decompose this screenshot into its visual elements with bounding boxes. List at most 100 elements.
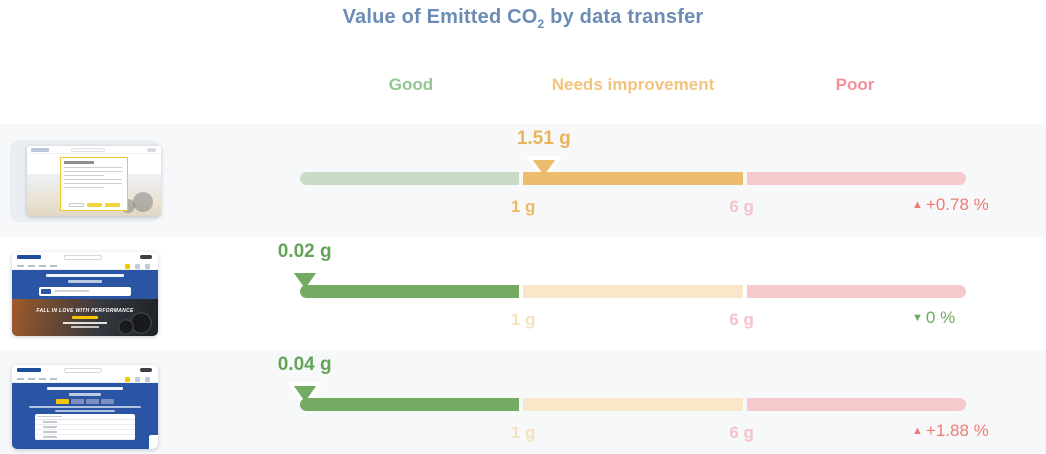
nav-item — [17, 378, 24, 380]
michelin-logo — [17, 255, 41, 259]
search-tab — [41, 288, 51, 294]
list-item-text — [43, 426, 57, 428]
mini-panel-search — [35, 414, 135, 420]
subhead-line — [69, 393, 101, 396]
mini-search-bar — [64, 367, 102, 373]
page-title: Value of Emitted CO2 by data transfer — [0, 6, 1046, 31]
zone-header-needs-improvement: Needs improvement — [551, 75, 715, 94]
mini-hero-banner: FALL IN LOVE WITH PERFORMANCE — [12, 299, 158, 336]
threshold-label-1g: 1 g — [510, 310, 536, 329]
mini-site-logo — [31, 148, 49, 152]
gauge-bar — [300, 398, 966, 411]
dialog-accept-button — [86, 203, 102, 207]
rewards-icon — [125, 263, 130, 269]
co2-gauge: 1.51 g 1 g 6 g ▲ +0.78 % — [300, 124, 989, 237]
account-icon — [145, 263, 150, 269]
threshold-label-1g: 1 g — [510, 197, 536, 216]
tire-graphic — [133, 192, 153, 212]
mini-tab-row — [56, 398, 114, 404]
gauge-bar — [300, 285, 966, 298]
gauge-marker-icon — [286, 268, 324, 296]
title-subscript: 2 — [537, 17, 545, 31]
michelin-logo — [17, 368, 41, 372]
mini-browser-topbar — [12, 252, 158, 262]
list-item-text — [43, 421, 57, 423]
page-thumbnail-cookie-dialog[interactable] — [10, 140, 161, 222]
tire-graphic — [118, 319, 134, 335]
gauge-segment-good — [300, 398, 520, 411]
mini-browser-window — [27, 146, 161, 216]
mini-menu — [140, 368, 152, 372]
gauge-segment-needs-improvement — [523, 285, 743, 298]
dialog-title-line — [64, 161, 94, 164]
search-hint-line — [55, 290, 89, 292]
tire-graphic — [130, 312, 152, 334]
dialog-text-line — [64, 170, 122, 172]
zone-headers: Good Needs improvement Poor — [300, 75, 966, 95]
mini-list-item — [35, 420, 135, 425]
search-hint-line — [38, 415, 62, 417]
mini-list-item — [35, 435, 135, 440]
change-value: 0 % — [925, 308, 956, 327]
headline-line — [47, 387, 123, 390]
cookie-consent-dialog — [60, 157, 128, 211]
mini-side-widget — [149, 435, 158, 449]
dialog-text-line — [64, 178, 122, 180]
gauge-segment-poor — [746, 285, 966, 298]
gauge-bar — [300, 172, 966, 185]
dialog-text-line — [64, 174, 104, 176]
dialog-text-line — [64, 186, 104, 188]
dialog-accept-all-button — [104, 203, 120, 207]
nav-item — [17, 265, 24, 267]
mini-browser-topbar — [27, 146, 161, 154]
rewards-icon — [125, 376, 130, 382]
subhead-line — [68, 280, 102, 283]
arrow-up-icon: ▲ — [912, 425, 923, 437]
arrow-up-icon: ▲ — [912, 199, 923, 211]
mini-blue-section — [12, 270, 158, 299]
hero-detail-line — [63, 322, 107, 324]
nav-item — [28, 265, 35, 267]
page-thumbnail-tire-selector[interactable] — [12, 365, 158, 449]
page-thumbnail-homepage[interactable]: FALL IN LOVE WITH PERFORMANCE — [12, 252, 158, 336]
hero-slogan: FALL IN LOVE WITH PERFORMANCE — [36, 308, 134, 314]
mini-search-bar — [64, 254, 102, 260]
change-value: +0.78 % — [925, 195, 989, 214]
gauge-segment-needs-improvement — [523, 398, 743, 411]
mini-tire-search-box — [39, 286, 131, 296]
dialog-text-line — [64, 182, 122, 184]
change-value: +1.88 % — [925, 421, 989, 440]
mini-nav-strip — [12, 262, 158, 270]
gauge-segment-poor — [746, 172, 966, 185]
threshold-label-6g: 6 g — [729, 423, 754, 442]
nav-item — [39, 378, 46, 380]
mini-search-bar — [71, 148, 105, 152]
threshold-label-1g: 1 g — [510, 423, 536, 442]
co2-gauge: 0.04 g 1 g 6 g ▲ +1.88 % — [278, 350, 989, 454]
gauge-segment-good — [300, 172, 520, 185]
co2-value-label: 0.02 g — [277, 241, 332, 262]
list-item-text — [43, 436, 57, 438]
zone-header-poor: Poor — [835, 75, 875, 94]
hero-offer-line — [72, 316, 98, 319]
nav-item — [50, 265, 57, 267]
mini-blue-section — [12, 383, 158, 449]
mini-list-item — [35, 430, 135, 435]
threshold-label-6g: 6 g — [729, 197, 754, 216]
dialog-buttons — [64, 203, 124, 207]
mini-list-item — [35, 425, 135, 430]
dialog-secondary-button — [68, 203, 84, 207]
nav-item — [28, 378, 35, 380]
gauge-segment-good — [300, 285, 520, 298]
gauge-marker-icon — [525, 155, 563, 183]
hero-detail-line — [71, 326, 99, 328]
tab — [101, 398, 114, 404]
co2-gauge: 0.02 g 1 g 6 g ▼ 0 % — [278, 237, 966, 350]
active-tab — [56, 398, 69, 404]
report-row-3: 0.04 g 1 g 6 g ▲ +1.88 % — [0, 350, 1046, 454]
zone-header-good: Good — [388, 75, 434, 94]
mini-nav-strip — [12, 375, 158, 383]
arrow-down-icon: ▼ — [912, 312, 923, 324]
cart-icon — [135, 263, 140, 269]
